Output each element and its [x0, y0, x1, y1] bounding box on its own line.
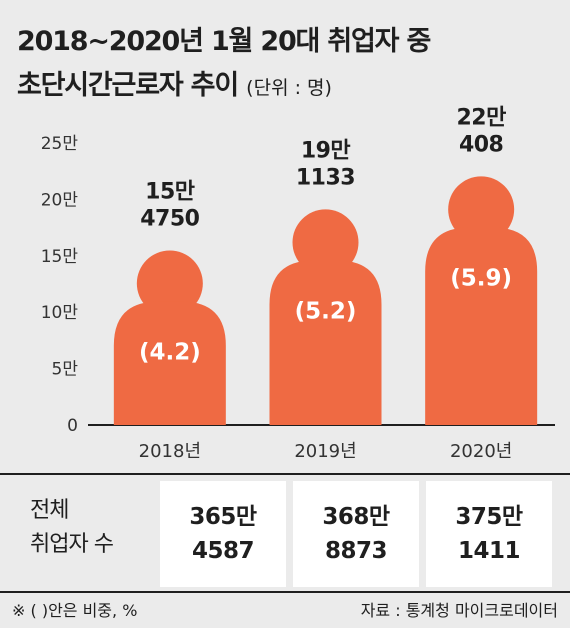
bar-2020년	[425, 227, 538, 425]
y-tick-label: 5만	[52, 360, 79, 380]
title-line-1: 2018~2020년 1월 20대 취업자 중	[17, 26, 431, 57]
value-label: 19만	[301, 138, 351, 163]
x-tick-label: 2020년	[450, 441, 512, 462]
x-tick-label: 2018년	[139, 441, 201, 462]
table-cell-2018-line-1: 365만	[189, 504, 257, 530]
bar-chart: 05만10만15만20만25만(4.2)15만47502018년(5.2)19만…	[41, 105, 555, 462]
x-tick-label: 2019년	[294, 441, 356, 462]
table-row-label-line-1: 전체	[30, 498, 69, 523]
table-cell-2020-line-1: 375만	[455, 504, 523, 530]
bar-head-2019년	[292, 209, 359, 276]
value-label: 1133	[296, 165, 355, 190]
title-line-2: 초단시간근로자 추이 (단위 : 명)	[17, 64, 430, 110]
source-note: 자료 : 통계청 마이크로데이터	[360, 601, 558, 620]
bar-2019년	[269, 260, 382, 425]
table-row-label-line-2: 취업자 수	[30, 532, 114, 557]
bar-head-2020년	[448, 176, 515, 243]
employment-table: 전체 취업자 수 365만 4587 368만 8873 375만 1411	[0, 473, 570, 593]
table-cell-2019: 368만 8873	[293, 481, 419, 587]
table-row-label: 전체 취업자 수	[30, 494, 155, 562]
share-label: (5.2)	[295, 299, 357, 325]
y-tick-label: 0	[67, 416, 78, 436]
value-label: 4750	[140, 206, 199, 231]
table-cell-2020: 375만 1411	[426, 481, 552, 587]
table-cell-2018: 365만 4587	[160, 481, 286, 587]
bar-head-2018년	[136, 250, 203, 317]
y-tick-label: 15만	[41, 247, 79, 267]
y-tick-label: 20만	[41, 190, 79, 210]
table-cell-2019-line-1: 368만	[322, 504, 390, 530]
y-tick-label: 25만	[41, 134, 79, 154]
bar-2018년	[113, 301, 226, 425]
footnote: ※ ( )안은 비중, %	[12, 601, 138, 620]
value-label: 15만	[145, 179, 195, 204]
table-cell-2018-line-2: 4587	[191, 538, 255, 564]
chart-title: 2018~2020년 1월 20대 취업자 중 초단시간근로자 추이 (단위 :…	[17, 20, 431, 110]
table-cell-2019-line-2: 8873	[324, 538, 388, 564]
value-label: 22만	[456, 105, 506, 130]
table-cell-2020-line-2: 1411	[457, 538, 521, 564]
unit-label: (단위 : 명)	[246, 77, 332, 99]
value-label: 408	[459, 132, 503, 157]
title-line-2-text: 초단시간근로자 추이	[17, 70, 239, 101]
share-label: (4.2)	[139, 340, 201, 366]
y-tick-label: 10만	[41, 303, 79, 323]
share-label: (5.9)	[450, 266, 512, 292]
